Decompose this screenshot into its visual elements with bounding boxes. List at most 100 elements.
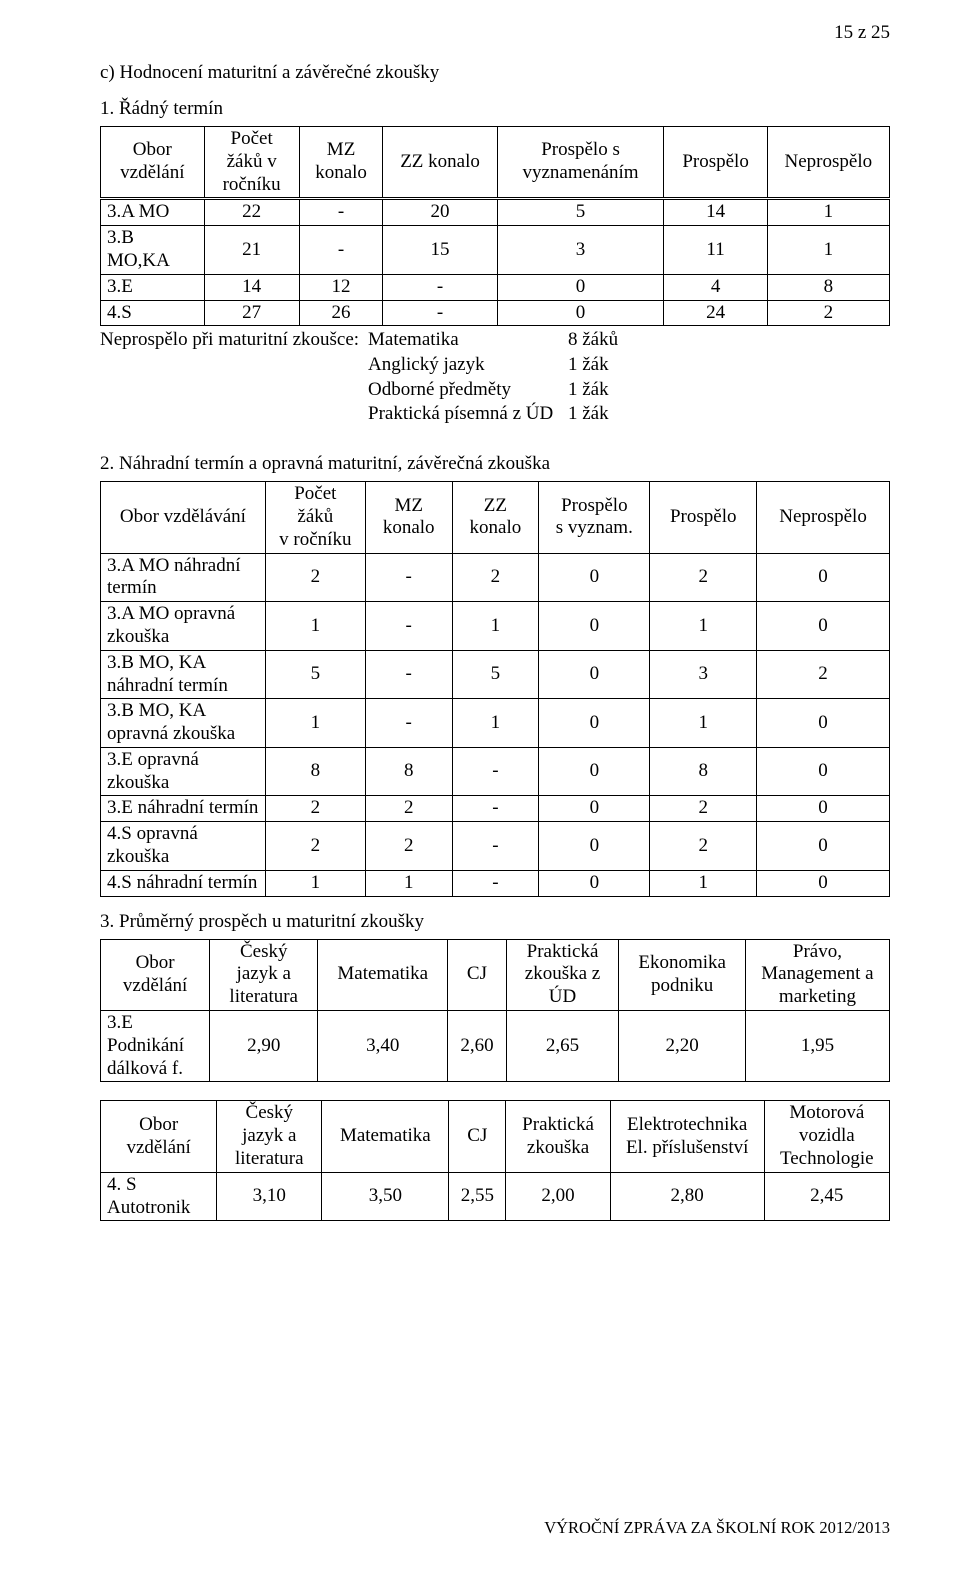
t4-h1: Českýjazyk aliteratura: [217, 1101, 322, 1172]
fail-block: Neprospělo při maturitní zkoušce: Matema…: [100, 328, 890, 427]
t2-h5: Prospělo: [650, 482, 757, 553]
termin2-table: Obor vzdělávání Početžákův ročníku MZkon…: [100, 481, 890, 897]
fail-count: 1 žák: [568, 402, 609, 427]
cell: 8: [767, 274, 889, 300]
t1-h0: Oborvzdělání: [101, 127, 205, 199]
fail-subject: Anglický jazyk: [368, 353, 568, 378]
cell: -: [299, 226, 383, 275]
cell: -: [452, 822, 539, 871]
t2-h3: ZZkonalo: [452, 482, 539, 553]
cell: 5: [452, 650, 539, 699]
page-number: 15 z 25: [834, 22, 890, 44]
cell: 0: [539, 822, 650, 871]
table-row: 3.B MO, KAopravná zkouška 1 - 1 0 1 0: [101, 699, 890, 748]
cell: -: [452, 796, 539, 822]
cell: 3.EPodnikánídálková f.: [101, 1011, 210, 1082]
cell: -: [299, 199, 383, 226]
cell: 20: [383, 199, 497, 226]
table-row: 3.E opravná zkouška 8 8 - 0 8 0: [101, 747, 890, 796]
cell: 24: [664, 300, 767, 326]
cell: 14: [664, 199, 767, 226]
cell: 0: [539, 650, 650, 699]
fail-subject: Odborné předměty: [368, 378, 568, 403]
cell: -: [365, 699, 452, 748]
cell: 0: [757, 699, 890, 748]
cell: 0: [757, 747, 890, 796]
cell: 0: [757, 553, 890, 602]
t3-h4: Praktickázkouška zÚD: [506, 939, 619, 1010]
cell: 3.B MO, KAopravná zkouška: [101, 699, 266, 748]
cell: 0: [539, 870, 650, 896]
cell: 1: [265, 870, 365, 896]
cell: 0: [539, 602, 650, 651]
cell: 8: [650, 747, 757, 796]
cell: 2,60: [448, 1011, 506, 1082]
cell: 2,00: [506, 1172, 610, 1221]
table-row: 4. SAutotronik 3,10 3,50 2,55 2,00 2,80 …: [101, 1172, 890, 1221]
cell: 5: [497, 199, 664, 226]
cell: 2,45: [764, 1172, 889, 1221]
cell: 3: [650, 650, 757, 699]
cell: 0: [539, 699, 650, 748]
t3-h5: Ekonomikapodniku: [619, 939, 745, 1010]
avg3-title: 3. Průměrný prospěch u maturitní zkoušky: [100, 911, 890, 933]
cell: 3,40: [318, 1011, 448, 1082]
table-row: 3.A MO 22 - 20 5 14 1: [101, 199, 890, 226]
cell: 2: [757, 650, 890, 699]
cell: 0: [497, 300, 664, 326]
cell: 0: [497, 274, 664, 300]
fail-count: 1 žák: [568, 378, 609, 403]
t3-h2: Matematika: [318, 939, 448, 1010]
cell: 1,95: [745, 1011, 889, 1082]
t4-h0: Oborvzdělání: [101, 1101, 217, 1172]
cell: 2: [650, 822, 757, 871]
cell: 3.A MO opravnázkouška: [101, 602, 266, 651]
cell: 0: [539, 553, 650, 602]
t1-h5: Prospělo: [664, 127, 767, 199]
cell: 2: [265, 796, 365, 822]
t4-h5: ElektrotechnikaEl. příslušenství: [610, 1101, 764, 1172]
cell: 1: [650, 699, 757, 748]
t2-h2: MZkonalo: [365, 482, 452, 553]
t2-h4: Prospělos vyznam.: [539, 482, 650, 553]
cell: 2: [767, 300, 889, 326]
cell: 4.S náhradní termín: [101, 870, 266, 896]
cell: 2: [650, 553, 757, 602]
cell: 2: [365, 822, 452, 871]
cell: 4: [664, 274, 767, 300]
cell: 0: [757, 822, 890, 871]
table-row: 4.S 27 26 - 0 24 2: [101, 300, 890, 326]
fail-subject: Matematika: [368, 328, 568, 353]
cell: 8: [365, 747, 452, 796]
cell: 21: [204, 226, 299, 275]
t2-h6: Neprospělo: [757, 482, 890, 553]
t1-h3: ZZ konalo: [383, 127, 497, 199]
cell: -: [365, 650, 452, 699]
termin1-title: 1. Řádný termín: [100, 98, 890, 120]
t4-h6: MotorovávozidlaTechnologie: [764, 1101, 889, 1172]
section-c-title: c) Hodnocení maturitní a závěrečné zkouš…: [100, 62, 890, 84]
t4-h4: Praktickázkouška: [506, 1101, 610, 1172]
table-row: 3.B MO, KAnáhradní termín 5 - 5 0 3 2: [101, 650, 890, 699]
table-row: 3.E 14 12 - 0 4 8: [101, 274, 890, 300]
footer-text: VÝROČNÍ ZPRÁVA ZA ŠKOLNÍ ROK 2012/2013: [544, 1518, 890, 1538]
cell: -: [452, 747, 539, 796]
cell: 3.E: [101, 274, 205, 300]
t3-h0: Oborvzdělání: [101, 939, 210, 1010]
cell: 2: [265, 822, 365, 871]
cell: 1: [650, 602, 757, 651]
cell: 3: [497, 226, 664, 275]
table-row: 3.EPodnikánídálková f. 2,90 3,40 2,60 2,…: [101, 1011, 890, 1082]
t2-h0: Obor vzdělávání: [101, 482, 266, 553]
t3-h3: CJ: [448, 939, 506, 1010]
cell: -: [383, 300, 497, 326]
fail-subject: Praktická písemná z ÚD: [368, 402, 568, 427]
t1-h2: MZkonalo: [299, 127, 383, 199]
cell: 3.A MO: [101, 199, 205, 226]
table-row: 4.S náhradní termín 1 1 - 0 1 0: [101, 870, 890, 896]
t3-h6: Právo,Management amarketing: [745, 939, 889, 1010]
cell: 1: [767, 199, 889, 226]
cell: 12: [299, 274, 383, 300]
cell: 3,50: [322, 1172, 449, 1221]
t1-h1: Početžáků vročníku: [204, 127, 299, 199]
